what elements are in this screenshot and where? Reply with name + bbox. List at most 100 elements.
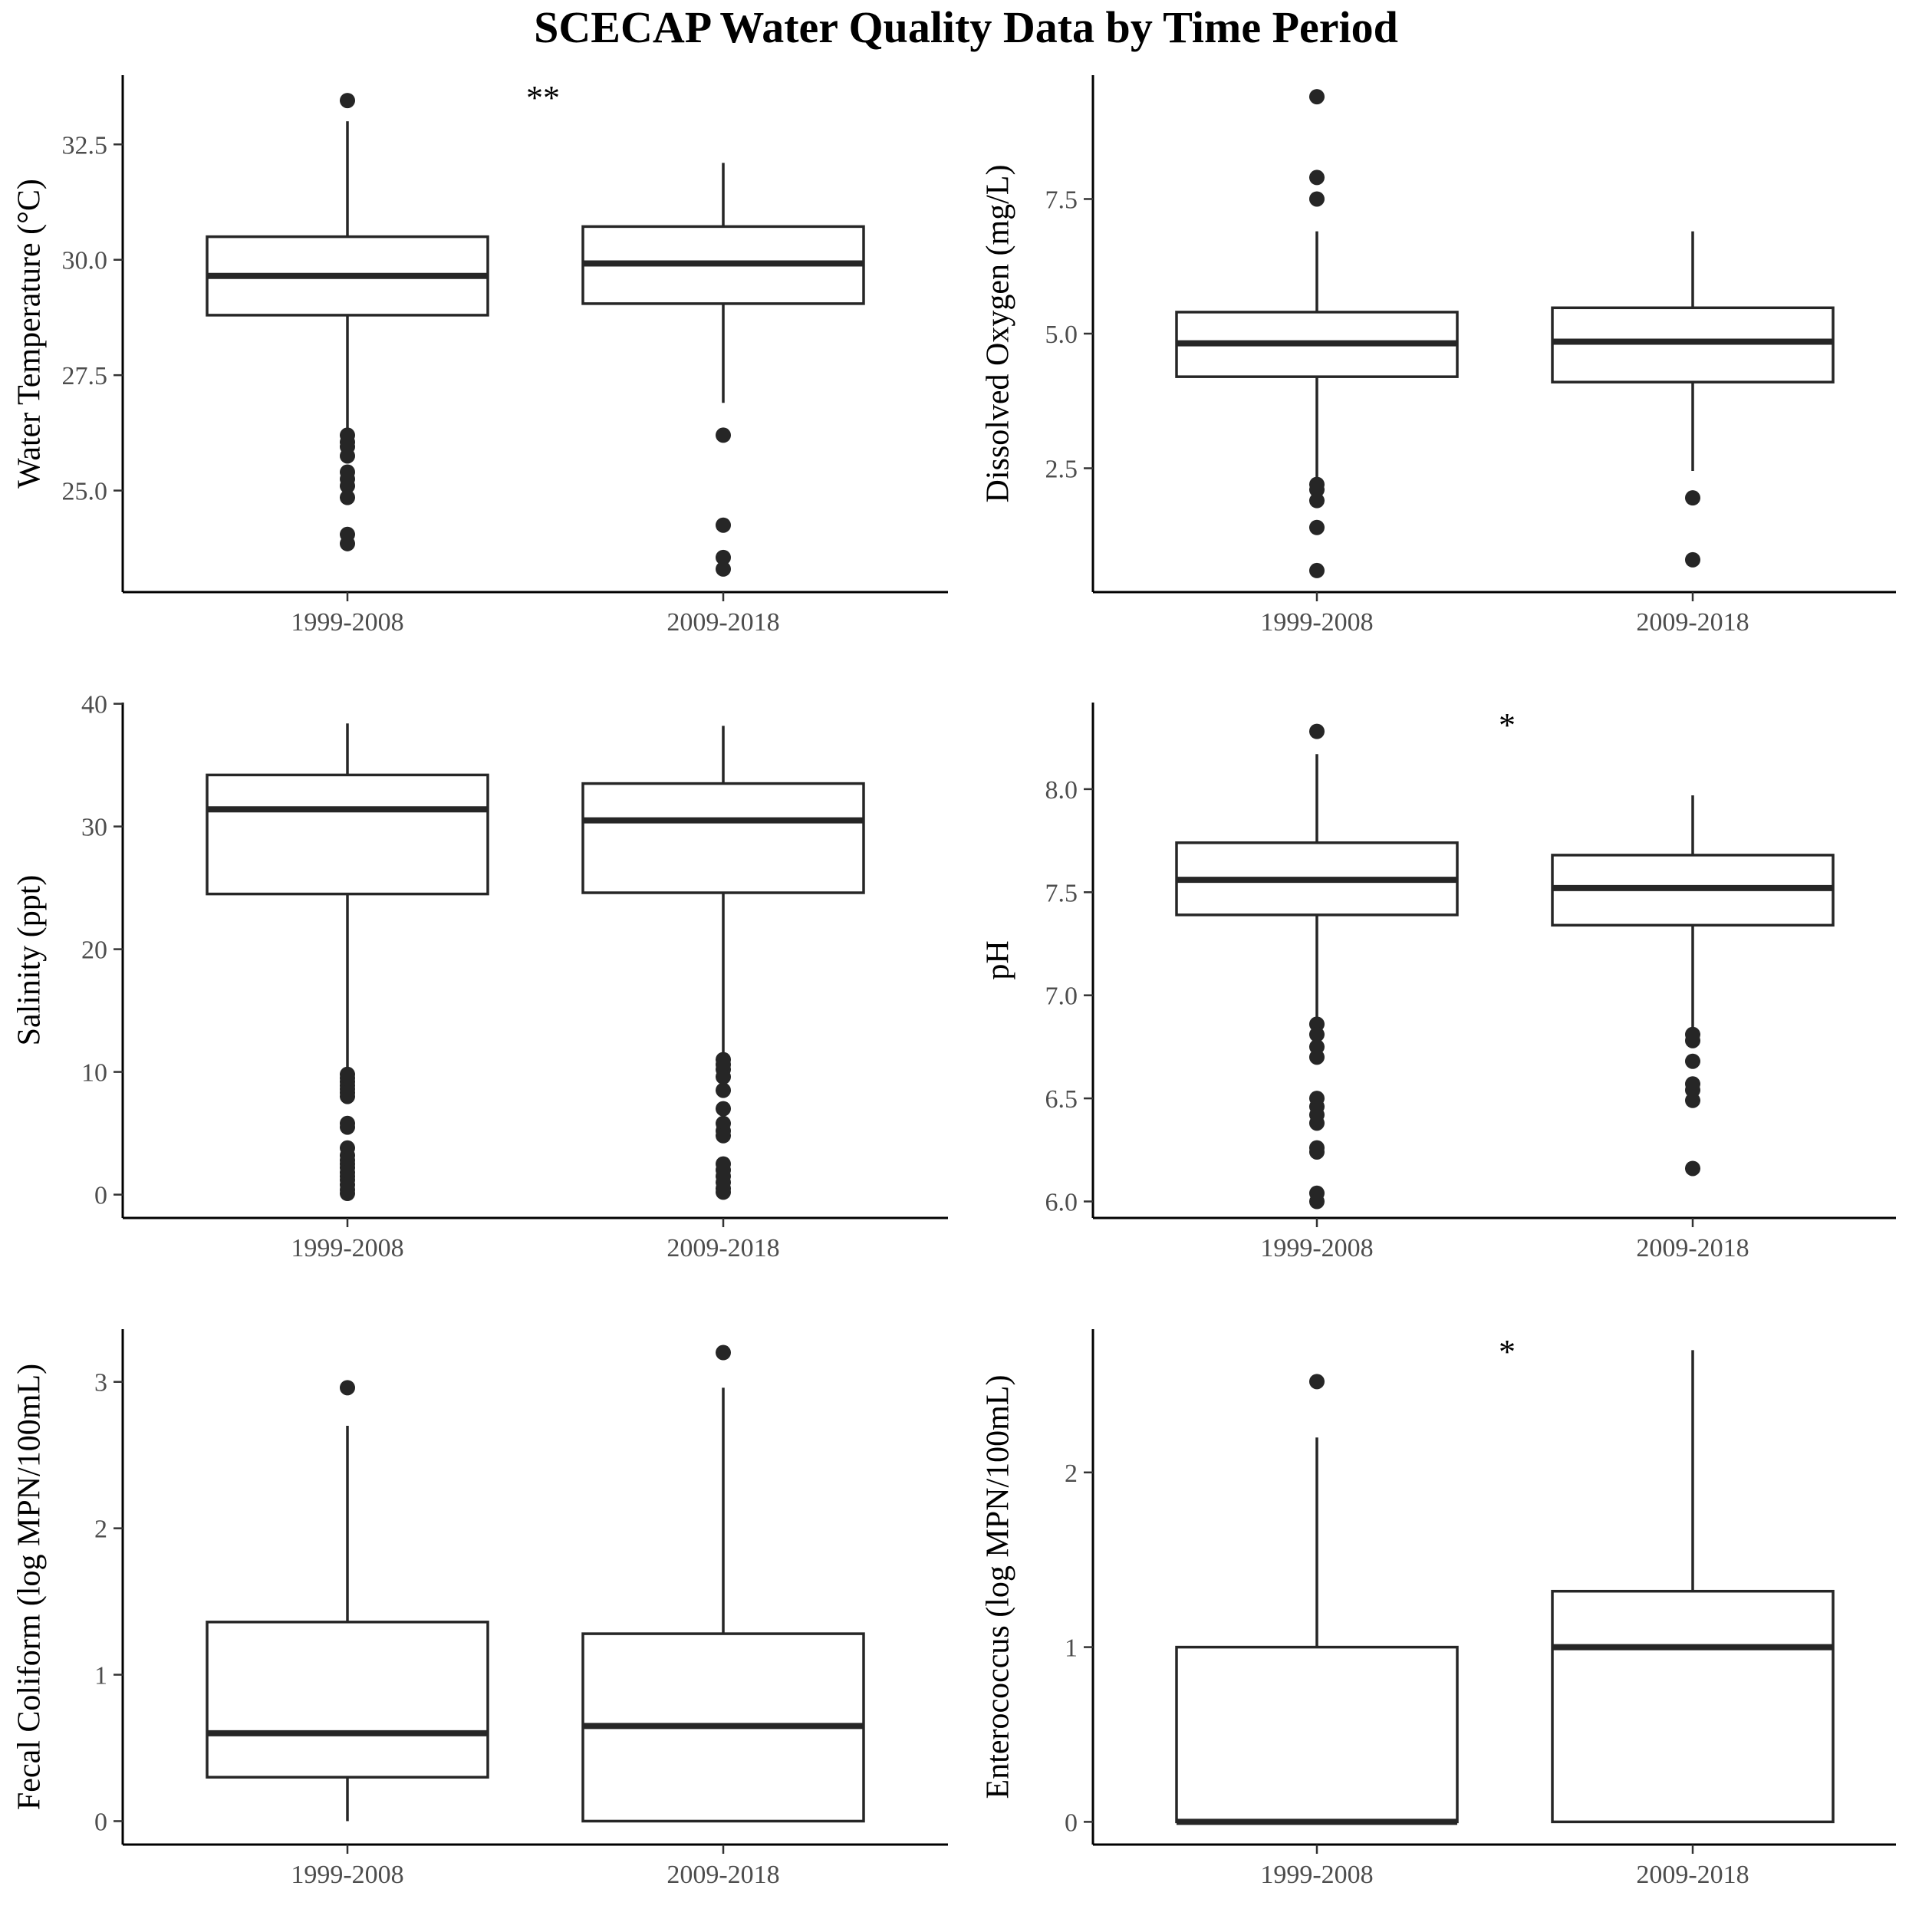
y-tick-label: 2 [1065,1460,1078,1488]
outlier-point [716,1345,731,1361]
x-tick-label: 2009-2018 [1636,608,1749,637]
box-2009-2018 [581,726,865,1200]
figure-title: SCECAP Water Quality Data by Time Period [534,2,1398,52]
box-1999-2008 [1175,1374,1459,1825]
outlier-point [716,549,731,565]
outlier-point [716,1127,731,1144]
iqr-box [1551,1589,1835,1824]
y-tick-label: 40 [81,691,107,719]
outlier-point [716,427,731,443]
outlier-point [716,1101,731,1117]
box-2009-2018 [1551,1350,1835,1824]
y-tick-label: 1 [94,1662,107,1690]
box-1999-2008 [206,1380,489,1822]
panel-1: 2.5 5.0 7.5 1999-2008 2009-2018 Dissolved Oxy… [981,75,1896,637]
outlier-point [1309,492,1325,509]
outlier-point [716,1069,731,1084]
outlier-point [716,1184,731,1200]
box-1999-2008 [206,723,489,1201]
y-tick-label: 0 [94,1182,107,1210]
x-tick-label: 1999-2008 [291,608,403,637]
outlier-point [1309,482,1325,498]
outlier-point [1309,1374,1325,1390]
x-tick-label: 2009-2018 [666,1234,779,1262]
y-tick-label: 20 [81,936,107,965]
y-tick-label: 7.0 [1045,982,1078,1011]
outlier-point [340,1119,355,1135]
y-axis-label: Enterococcus (log MPN/100mL) [981,1375,1016,1799]
iqr-box [1175,1645,1459,1824]
outlier-point [1685,1032,1700,1048]
outlier-point [1309,1144,1325,1160]
y-tick-label: 1 [1065,1634,1078,1663]
panel-0: 25.0 27.5 30.0 32.5 1999-2008 2009-2018 Water … [12,75,948,637]
y-tick-label: 6.5 [1045,1085,1078,1114]
outlier-point [1309,191,1325,207]
x-tick-label: 1999-2008 [1260,1861,1373,1889]
box-2009-2018 [581,1345,865,1823]
y-tick-label: 3 [94,1369,107,1397]
y-tick-label: 30 [81,814,107,842]
y-tick-label: 5.0 [1045,321,1078,349]
outlier-point [340,535,355,551]
x-tick-label: 2009-2018 [1636,1234,1749,1262]
y-axis-label: Fecal Coliform (log MPN/100mL) [12,1364,48,1810]
outlier-point [1685,1053,1700,1069]
outlier-point [1309,1193,1325,1210]
outlier-point [1685,1092,1700,1108]
outlier-point [340,1380,355,1396]
x-tick-label: 1999-2008 [1260,608,1373,637]
y-axis-label: Salinity (ppt) [12,875,48,1046]
outlier-point [1685,1160,1700,1177]
outlier-point [1685,551,1700,568]
outlier-point [1685,490,1700,506]
outlier-point [1309,562,1325,578]
outlier-point [1309,89,1325,105]
y-tick-label: 7.5 [1045,186,1078,214]
y-axis-label: pH [981,940,1016,979]
y-tick-label: 27.5 [62,362,108,390]
x-tick-label: 1999-2008 [1260,1234,1373,1262]
panel-3: 6.0 6.5 7.0 7.5 8.0 1999-2008 2009-2018 pH * [981,703,1896,1262]
y-tick-label: 2 [94,1516,107,1544]
iqr-box [1551,306,1835,383]
outlier-point [1309,1049,1325,1065]
significance-annotation: * [1499,706,1516,744]
outlier-point [716,561,731,577]
iqr-box [206,773,489,896]
x-tick-label: 2009-2018 [666,1861,779,1889]
iqr-box [206,1621,489,1779]
outlier-point [340,1088,355,1104]
y-axis-label: Dissolved Oxygen (mg/L) [981,165,1016,503]
outlier-point [716,517,731,533]
y-tick-label: 10 [81,1059,107,1088]
y-tick-label: 8.0 [1045,776,1078,805]
box-1999-2008 [1175,723,1459,1210]
outlier-point [340,1186,355,1201]
outlier-point [1309,1115,1325,1131]
panel-2: 0 10 20 30 40 1999-2008 2009-2018 Salinity (ppt… [12,691,948,1262]
y-tick-label: 0 [94,1808,107,1836]
y-tick-label: 7.5 [1045,879,1078,907]
y-tick-label: 25.0 [62,478,108,506]
x-tick-label: 1999-2008 [291,1861,403,1889]
outlier-point [340,478,355,494]
box-2009-2018 [1551,231,1835,568]
y-tick-label: 6.0 [1045,1188,1078,1216]
significance-annotation: ** [526,79,560,117]
outlier-point [1309,1026,1325,1042]
outlier-point [1309,519,1325,535]
outlier-point [1309,170,1325,186]
y-tick-label: 2.5 [1045,456,1078,484]
outlier-point [340,489,355,505]
y-tick-label: 30.0 [62,247,108,275]
box-2009-2018 [1551,795,1835,1177]
panel-4: 0 1 2 3 1999-2008 2009-2018 Fecal Coliform (lo… [12,1329,948,1889]
y-axis-label: Water Temperature (°C) [12,179,48,489]
significance-annotation: * [1499,1333,1516,1371]
y-tick-label: 0 [1065,1809,1078,1837]
iqr-box [581,782,865,894]
outlier-point [1309,723,1325,739]
